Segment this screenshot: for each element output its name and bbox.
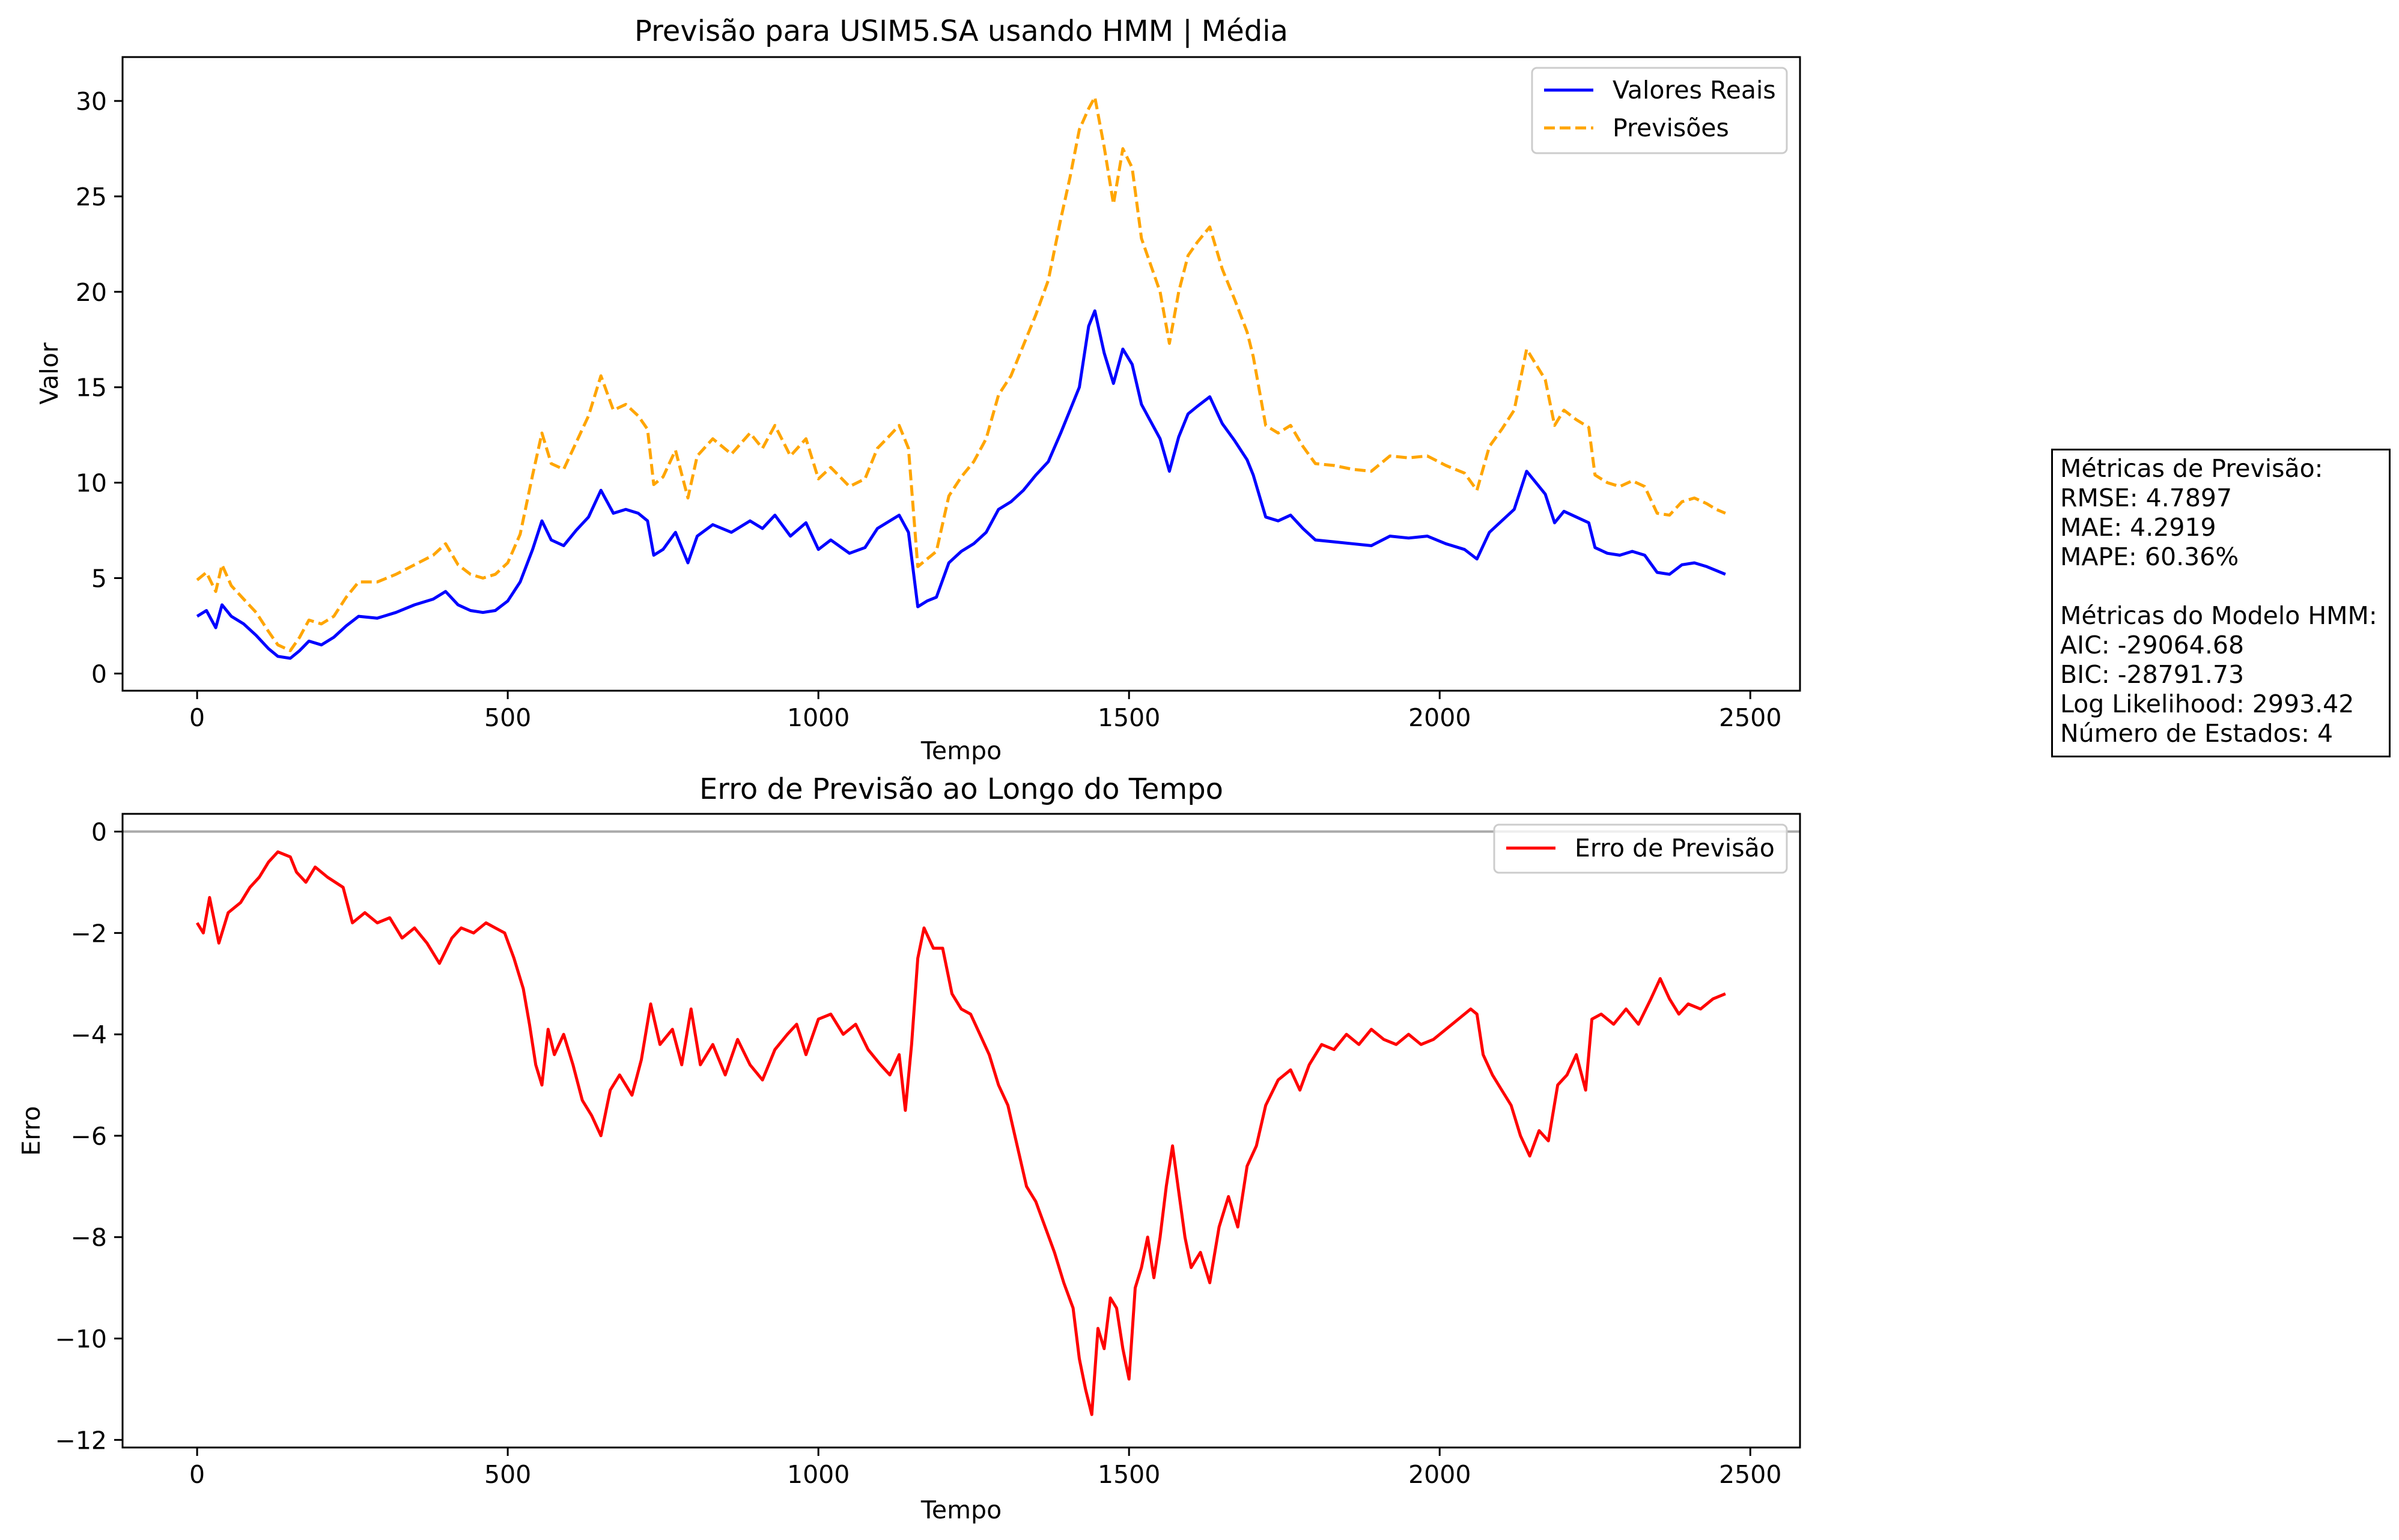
forecast-x-tick-label: 1500 [1098, 703, 1160, 732]
metrics-line: MAPE: 60.36% [2060, 542, 2239, 571]
metrics-line: Log Likelihood: 2993.42 [2060, 690, 2355, 718]
error-series-group [123, 830, 1800, 1416]
metrics-line [2060, 572, 2382, 601]
error-y-tick-label: 0 [91, 818, 107, 847]
metrics-line: AIC: -29064.68 [2060, 631, 2245, 659]
metrics-text-box: Métricas de Previsão: RMSE: 4.7897 MAE: … [2051, 449, 2391, 757]
series-line-erro-de-previs-o [195, 850, 1726, 1416]
error-legend-box [1493, 823, 1788, 874]
forecast-y-tick-label: 20 [76, 278, 107, 307]
forecast-y-tick-label: 30 [76, 87, 107, 116]
error-y-tick-label: −10 [55, 1325, 107, 1354]
legend-label-erro: Erro de Previsão [1575, 834, 1775, 862]
forecast-y-tick-label: 25 [76, 183, 107, 211]
forecast-legend: Valores Reais Previsões [1531, 67, 1788, 154]
error-plot-frame [121, 813, 1801, 1449]
legend-label-previsoes: Previsões [1613, 114, 1729, 142]
error-x-axis-label: Tempo [920, 1496, 1002, 1524]
legend-label-valores-reais: Valores Reais [1613, 76, 1776, 105]
metrics-line: MAE: 4.2919 [2060, 513, 2216, 542]
forecast-x-tick-label: 2500 [1719, 703, 1781, 732]
forecast-legend-box [1531, 67, 1788, 154]
forecast-chart-title: Previsão para USIM5.SA usando HMM | Médi… [634, 14, 1288, 48]
series-line-previs-es [196, 95, 1726, 652]
forecast-x-ticks: 0 500 1000 1500 2000 2500 [189, 691, 1781, 732]
forecast-x-axis-label: Tempo [920, 736, 1002, 765]
forecast-y-tick-label: 10 [76, 469, 107, 498]
error-y-tick-label: −2 [71, 919, 107, 948]
forecast-y-ticks: 0 5 10 15 20 25 30 [76, 87, 123, 688]
forecast-x-tick-label: 500 [484, 703, 531, 732]
forecast-x-tick-label: 0 [189, 703, 205, 732]
forecast-series-group [196, 95, 1726, 660]
error-y-tick-label: −8 [71, 1223, 107, 1252]
forecast-y-tick-label: 5 [91, 565, 107, 593]
metrics-line: Métricas de Previsão: [2060, 454, 2323, 483]
error-y-axis-label: Erro [17, 1106, 46, 1156]
metrics-line: BIC: -28791.73 [2060, 660, 2245, 689]
forecast-y-axis-label: Valor [35, 342, 64, 404]
forecast-x-tick-label: 2000 [1408, 703, 1471, 732]
metrics-line: RMSE: 4.7897 [2060, 484, 2233, 512]
error-x-tick-label: 1500 [1098, 1460, 1160, 1489]
error-x-tick-label: 1000 [787, 1460, 850, 1489]
error-panel: Erro de Previsão ao Longo do Tempo 0 500 1… [17, 772, 1801, 1524]
forecast-y-tick-label: 0 [91, 659, 107, 688]
forecast-y-tick-label: 15 [76, 374, 107, 402]
metrics-line: Métricas do Modelo HMM: [2060, 601, 2377, 630]
error-x-ticks: 0 500 1000 1500 2000 2500 [189, 1448, 1781, 1489]
error-x-tick-label: 0 [189, 1460, 205, 1489]
error-y-tick-label: −6 [71, 1122, 107, 1151]
forecast-plot-frame [121, 56, 1801, 692]
series-line-valores-reais [196, 309, 1726, 660]
error-x-tick-label: 2500 [1719, 1460, 1781, 1489]
forecast-panel: Previsão para USIM5.SA usando HMM | Médi… [35, 14, 1801, 765]
error-x-tick-label: 2000 [1408, 1460, 1471, 1489]
forecast-x-tick-label: 1000 [787, 703, 850, 732]
error-chart-title: Erro de Previsão ao Longo do Tempo [699, 772, 1223, 806]
error-x-tick-label: 500 [484, 1460, 531, 1489]
error-y-ticks: 0 −2 −4 −6 −8 −10 −12 [55, 818, 123, 1455]
metrics-line: Número de Estados: 4 [2060, 719, 2334, 748]
error-y-tick-label: −12 [55, 1426, 107, 1455]
error-legend: Erro de Previsão [1493, 823, 1788, 874]
error-y-tick-label: −4 [71, 1020, 107, 1049]
